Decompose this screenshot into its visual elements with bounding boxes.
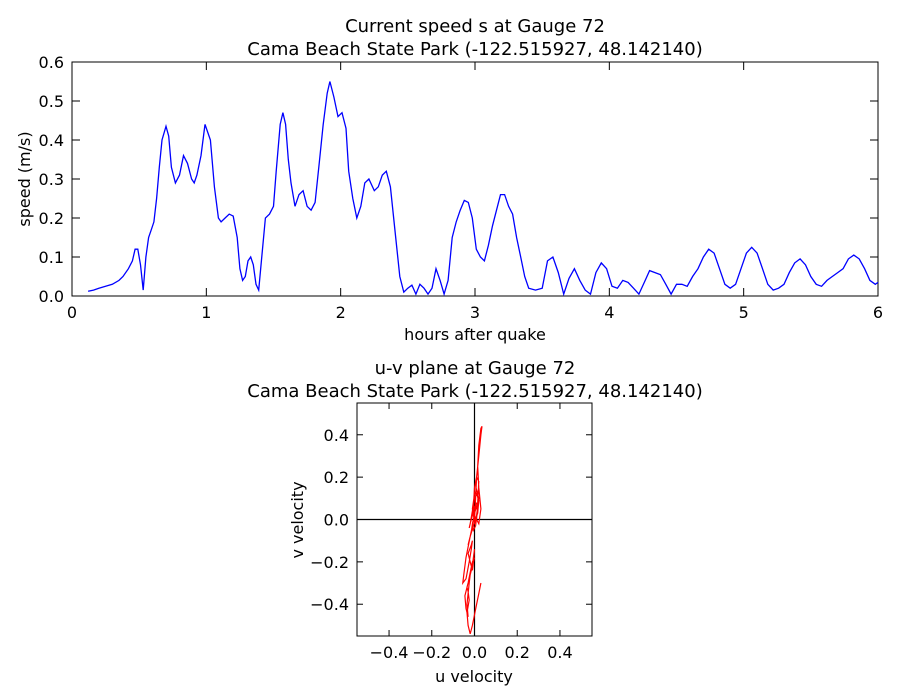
uv-x-tick-label: 0.2 bbox=[505, 643, 530, 662]
speed-y-tick-label: 0.0 bbox=[39, 287, 64, 306]
uv-y-ticks: −0.4 −0.2 0.0 0.2 0.4 bbox=[310, 426, 592, 614]
speed-y-ticks: 0.0 0.1 0.2 0.3 0.4 0.5 0.6 bbox=[39, 53, 878, 306]
speed-x-tick-label: 2 bbox=[336, 303, 346, 322]
uv-x-tick-label: −0.4 bbox=[370, 643, 409, 662]
speed-y-tick-label: 0.1 bbox=[39, 248, 64, 267]
uv-y-tick-label: 0.2 bbox=[324, 468, 349, 487]
speed-series-line bbox=[87, 81, 879, 297]
uv-x-ticks: −0.4 −0.2 0.0 0.2 0.4 bbox=[370, 403, 573, 662]
uv-chart-title: u-v plane at Gauge 72 bbox=[375, 358, 576, 379]
uv-y-tick-label: 0.4 bbox=[324, 426, 349, 445]
uv-chart-subtitle: Cama Beach State Park (-122.515927, 48.1… bbox=[247, 381, 702, 402]
speed-x-tick-label: 1 bbox=[201, 303, 211, 322]
speed-x-axis-label: hours after quake bbox=[404, 325, 546, 344]
speed-x-tick-label: 0 bbox=[67, 303, 77, 322]
speed-x-tick-label: 5 bbox=[739, 303, 749, 322]
speed-y-tick-label: 0.3 bbox=[39, 170, 64, 189]
uv-y-tick-label: 0.0 bbox=[324, 511, 349, 530]
speed-chart: Current speed s at Gauge 72 Cama Beach S… bbox=[15, 16, 883, 344]
uv-y-axis-label: v velocity bbox=[288, 481, 307, 558]
speed-y-tick-label: 0.5 bbox=[39, 92, 64, 111]
speed-y-tick-label: 0.2 bbox=[39, 209, 64, 228]
speed-x-tick-label: 4 bbox=[604, 303, 614, 322]
uv-x-tick-label: 0.4 bbox=[547, 643, 572, 662]
speed-y-axis-label: speed (m/s) bbox=[15, 131, 34, 226]
uv-series-line bbox=[461, 426, 483, 635]
speed-x-tick-label: 6 bbox=[873, 303, 883, 322]
uv-x-axis-label: u velocity bbox=[435, 667, 513, 686]
uv-x-tick-label: −0.2 bbox=[412, 643, 451, 662]
uv-y-tick-label: −0.2 bbox=[310, 553, 349, 572]
speed-chart-subtitle: Cama Beach State Park (-122.515927, 48.1… bbox=[247, 39, 702, 60]
speed-y-tick-label: 0.4 bbox=[39, 131, 64, 150]
uv-x-tick-label: 0.0 bbox=[462, 643, 487, 662]
uv-y-tick-label: −0.4 bbox=[310, 595, 349, 614]
uv-chart: u-v plane at Gauge 72 Cama Beach State P… bbox=[247, 358, 702, 686]
speed-chart-title: Current speed s at Gauge 72 bbox=[345, 16, 605, 37]
speed-x-ticks: 0 1 2 3 4 5 6 bbox=[67, 62, 883, 322]
speed-x-tick-label: 3 bbox=[470, 303, 480, 322]
speed-y-tick-label: 0.6 bbox=[39, 53, 64, 72]
speed-plot-area bbox=[71, 61, 879, 297]
